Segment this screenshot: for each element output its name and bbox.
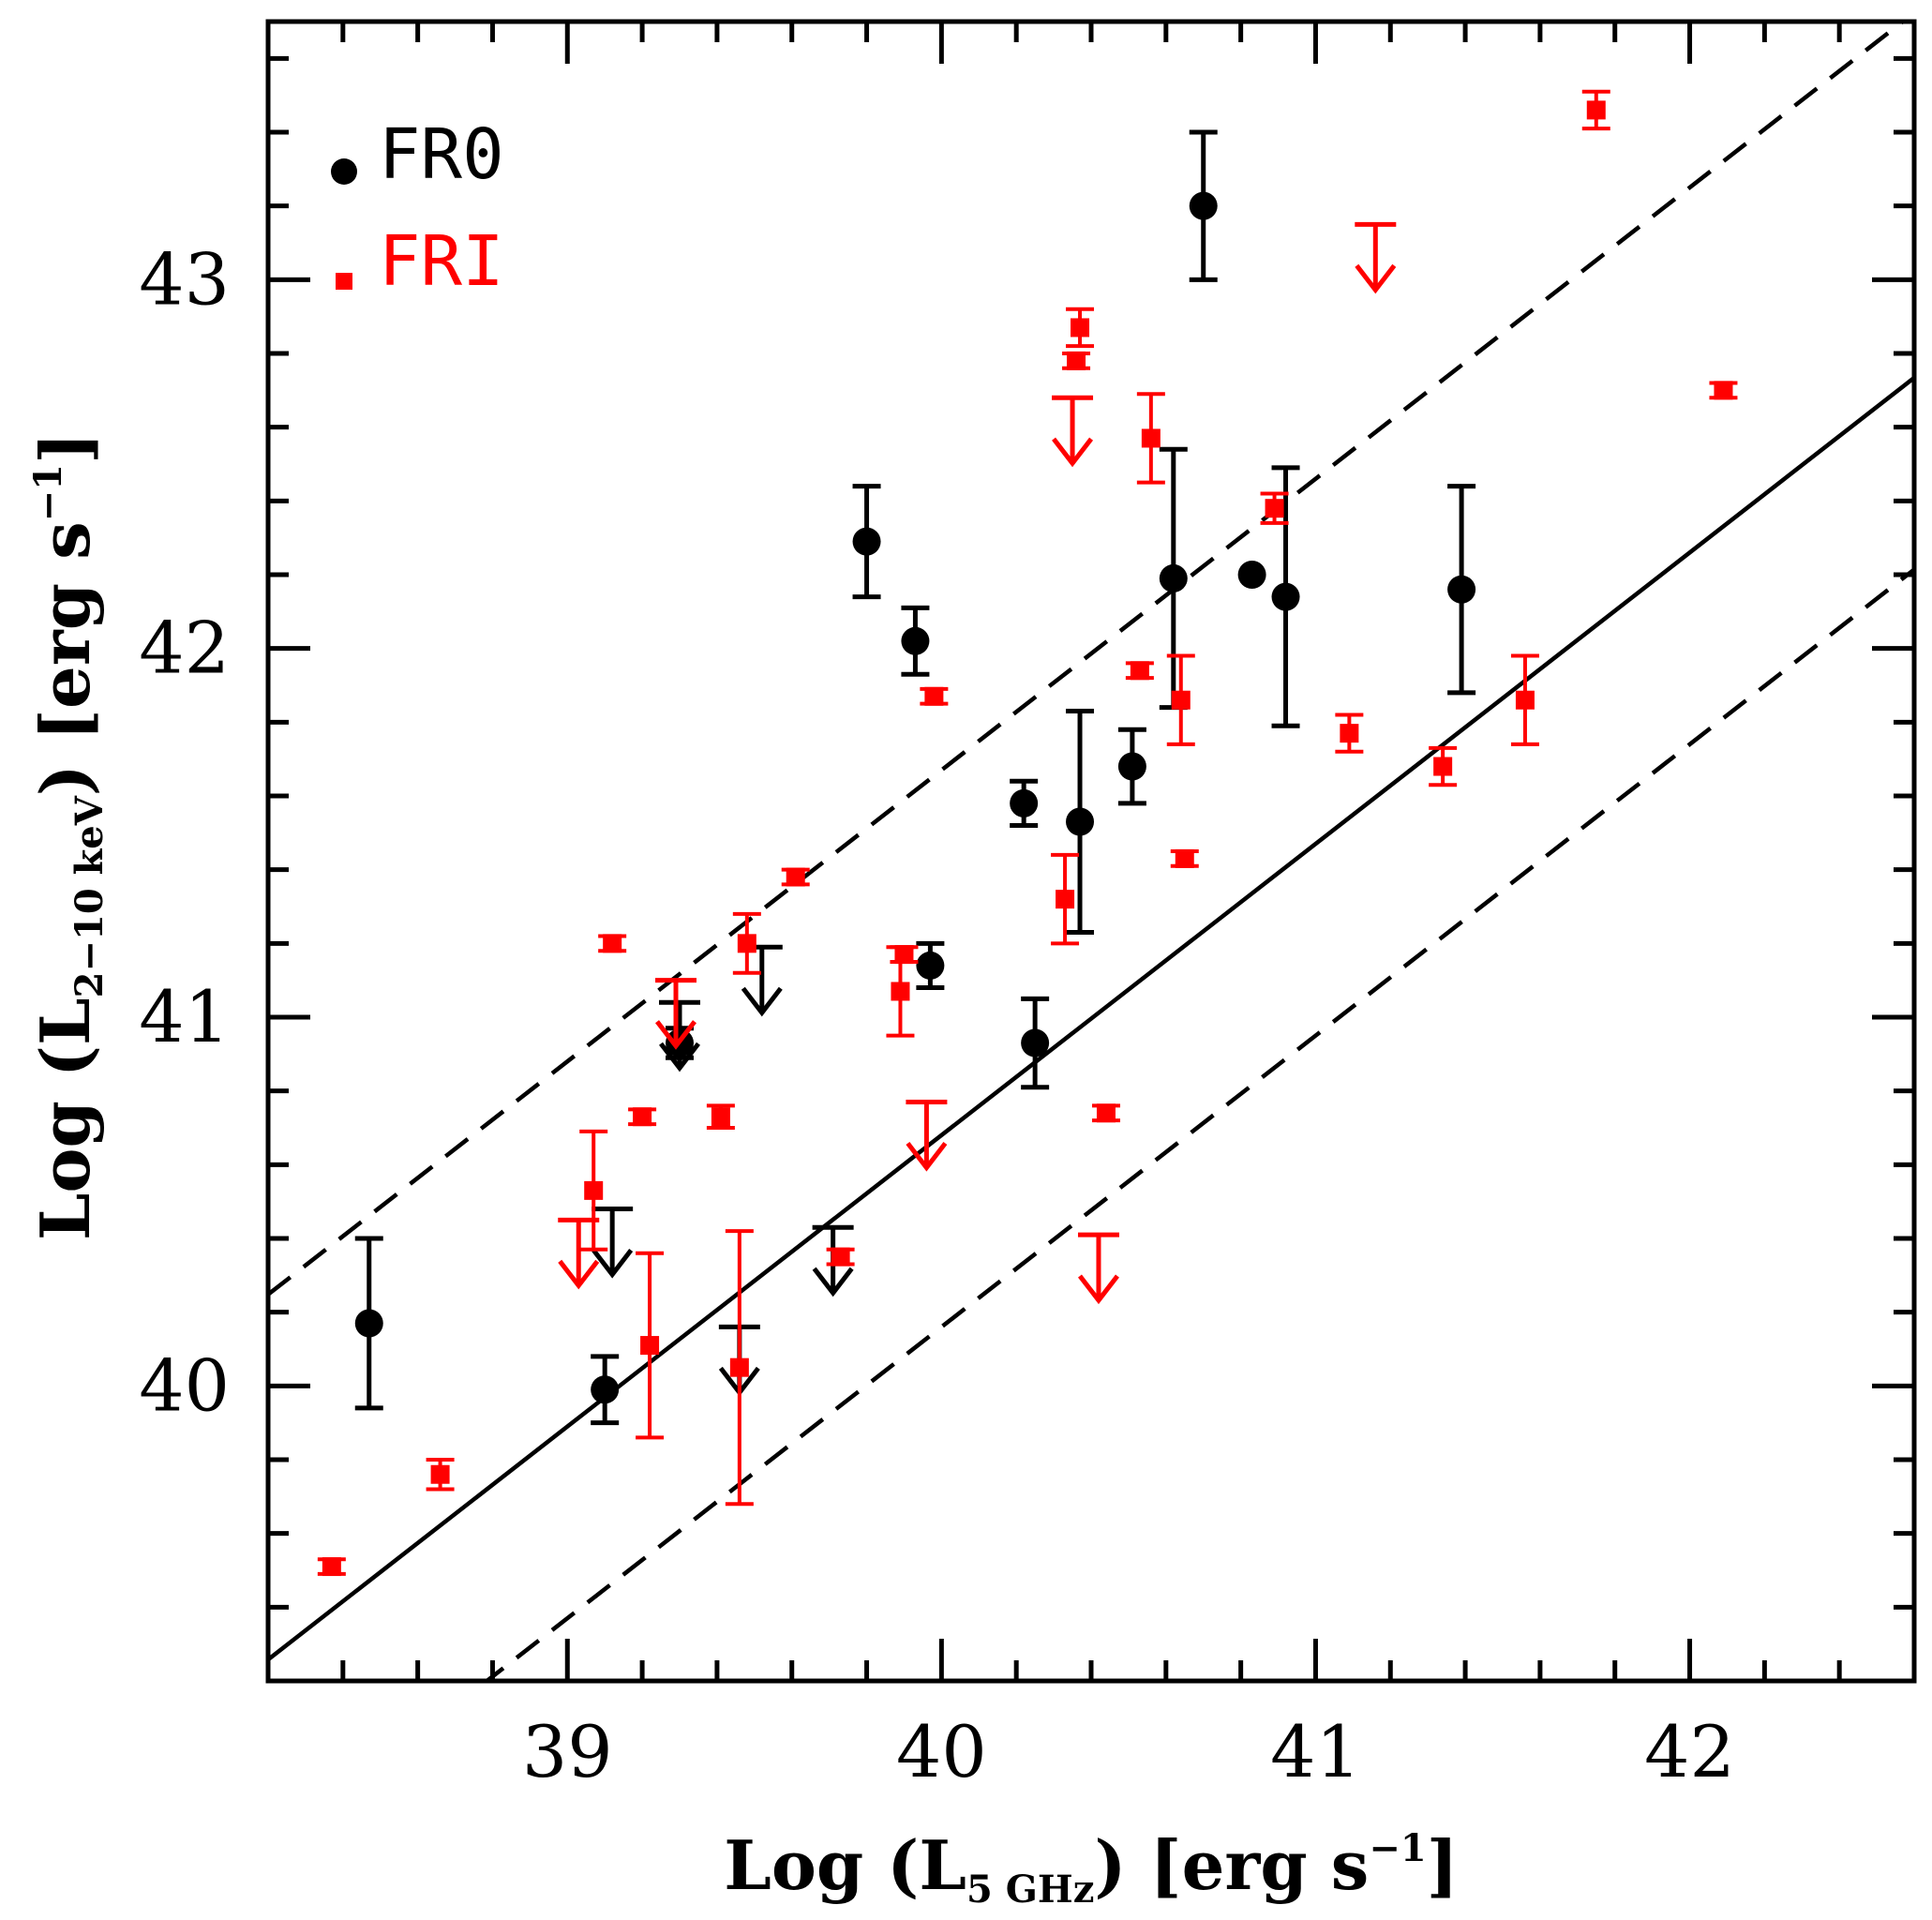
fri-point xyxy=(1171,690,1191,710)
solid-fit-line xyxy=(268,376,1914,1661)
fr0-point xyxy=(1447,575,1476,604)
fr0-point xyxy=(1066,807,1095,836)
fri-point xyxy=(640,1336,660,1356)
fri-upper-limit-arrow xyxy=(1355,263,1397,294)
legend-label-fri: FRI xyxy=(379,221,504,302)
fr0-point xyxy=(591,1375,620,1404)
fri-point xyxy=(1340,724,1359,743)
fr0-upper-limit-arrow xyxy=(812,1267,854,1298)
data-points xyxy=(317,89,1738,1577)
fr0-point xyxy=(354,1309,383,1338)
fr0-point xyxy=(852,527,881,556)
plot-frame xyxy=(265,19,1917,1684)
x-axis-label-end: ] xyxy=(1427,1825,1459,1905)
fri-upper-limit-arrow xyxy=(1078,1274,1119,1305)
y-tick-label: 41 xyxy=(139,975,230,1058)
fr0-point xyxy=(901,626,930,655)
fr0-upper-limit-arrow xyxy=(659,1042,700,1072)
x-tick-label: 40 xyxy=(896,1710,987,1793)
fri-point xyxy=(603,934,622,953)
y-axis-label: Log (L2−10 keV) [erg s−1] xyxy=(25,432,112,1240)
x-axis-label: Log (L5 GHz) [erg s−1] xyxy=(724,1825,1459,1912)
fri-point xyxy=(1265,499,1284,518)
fri-point xyxy=(1515,690,1535,710)
fri-point xyxy=(924,686,944,706)
legend-marker-fri xyxy=(336,273,352,290)
fri-point xyxy=(891,982,910,1001)
x-axis-label-sub: 5 GHz xyxy=(966,1868,1094,1912)
fri-point xyxy=(584,1180,604,1200)
fr0-point xyxy=(916,951,945,980)
y-axis-label-prefix: Log (L xyxy=(25,998,105,1240)
fri-point xyxy=(1175,848,1194,868)
fri-upper-limit-arrow xyxy=(558,1259,600,1290)
fri-point xyxy=(737,934,756,953)
fri-point xyxy=(894,945,914,965)
legend-label-fr0: FR0 xyxy=(379,114,504,195)
x-axis-label-suffix: ) [erg s xyxy=(1094,1825,1369,1905)
fri-upper-limit-arrow xyxy=(906,1141,948,1172)
x-tick-label: 42 xyxy=(1644,1710,1735,1793)
x-tick-label: 41 xyxy=(1270,1710,1361,1793)
fri-upper-limit-arrow xyxy=(1052,437,1094,468)
fr0-upper-limit-arrow xyxy=(592,1249,634,1279)
x-tick-label: 39 xyxy=(522,1710,613,1793)
fr0-point xyxy=(1159,563,1188,592)
y-axis-label-end: ] xyxy=(25,432,105,464)
fri-point xyxy=(1130,661,1149,681)
y-tick-label: 43 xyxy=(139,237,230,321)
fri-point xyxy=(711,1107,730,1127)
fri-point xyxy=(1714,381,1733,400)
fr0-point xyxy=(1010,788,1039,818)
legend-marker-fr0 xyxy=(331,158,357,185)
y-tick-label: 40 xyxy=(139,1343,230,1427)
tick-labels: 39 40 41 42 40 41 42 43 xyxy=(139,237,1735,1793)
fri-upper-limit-arrow xyxy=(655,1020,696,1050)
fr0-point xyxy=(1271,582,1300,611)
fri-point xyxy=(430,1464,450,1484)
fri-point xyxy=(1433,757,1453,776)
fr0-upper-limit-arrow xyxy=(741,986,783,1017)
axis-ticks xyxy=(265,22,1917,1684)
fr0-point xyxy=(1189,191,1218,220)
legend: FR0 FRI xyxy=(331,114,504,302)
fri-point xyxy=(1067,351,1086,370)
fri-point xyxy=(322,1557,341,1577)
fr0-point xyxy=(1117,752,1146,781)
fri-point xyxy=(1071,318,1090,338)
fri-point xyxy=(1141,428,1161,448)
dashed-line xyxy=(268,22,1907,1297)
x-axis-label-prefix: Log (L xyxy=(724,1825,966,1905)
fri-point xyxy=(729,1358,749,1377)
dashed-line xyxy=(483,567,1914,1681)
fri-point xyxy=(831,1247,850,1267)
y-axis-label-suffix: ) [erg s xyxy=(25,521,105,796)
y-tick-label: 42 xyxy=(139,607,230,690)
fri-point xyxy=(1056,890,1075,909)
x-axis-label-sup: −1 xyxy=(1369,1826,1426,1870)
y-axis-label-sub: 2−10 keV xyxy=(67,795,112,998)
fri-point xyxy=(1586,100,1606,120)
fri-point xyxy=(633,1107,652,1127)
regression-lines xyxy=(268,22,1914,1681)
fr0-point xyxy=(1237,561,1266,589)
fr0-point xyxy=(1021,1028,1050,1058)
fri-point xyxy=(1096,1103,1116,1123)
fri-point xyxy=(786,867,805,887)
y-axis-label-sup: −1 xyxy=(26,464,70,521)
